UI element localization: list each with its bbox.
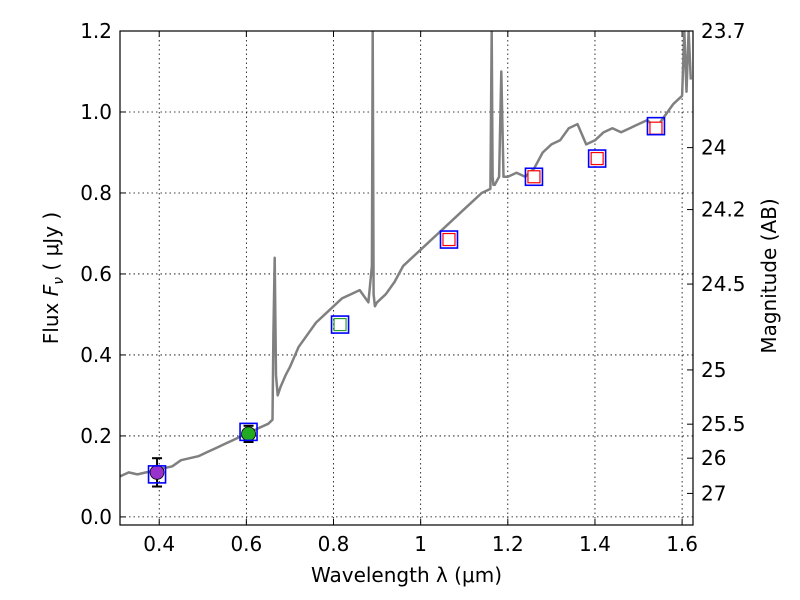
photometry-point [149,464,165,480]
ticks: 0.4 0.6 0.8 1 1.2 1.4 1.6 0.0 0.2 0.4 0.6 0.8 1.0 1.2… [80,19,745,556]
y-tick-label: 0.0 [80,505,112,529]
magnitude-tick-label: 26 [701,446,726,470]
magnitude-tick-label: 25.5 [701,412,746,436]
grid [120,30,693,525]
magnitude-tick-label: 25 [701,358,726,382]
y-axis-label-prefix: Flux [39,296,63,344]
model-flux-box [587,149,607,168]
model-flux-box [524,167,544,187]
y-axis-label: Flux Fν ( μJy ) [39,212,67,344]
model-flux-box [147,465,167,484]
x-tick-label: 0.6 [230,532,262,556]
photometry-point [442,232,456,247]
y-axis-label-symbol: F [39,284,63,296]
magnitude-axis-label: Magnitude (AB) [757,198,781,353]
model-flux-box [646,116,666,136]
photometry-point [649,121,663,135]
y-tick-label: 0.2 [80,424,112,448]
y-tick-label: 1.0 [80,100,112,124]
photometry-layer [147,116,666,488]
y-axis-label-units: ( μJy ) [39,212,63,277]
photometry-point [527,170,541,184]
photometry-point [333,317,347,332]
photometry-point [590,151,604,166]
magnitude-tick-label: 24.2 [701,198,746,222]
x-tick-label: 0.4 [143,532,175,556]
y-tick-label: 0.4 [80,343,112,367]
spectrum-line [120,31,693,478]
model-flux-box [239,422,258,442]
x-tick-label: 1.2 [492,532,524,556]
y-tick-label: 0.6 [80,262,112,286]
y-tick-label: 1.2 [80,19,112,43]
spectrum-layer [120,31,693,478]
photometry-point [241,426,256,442]
model-flux-box [439,230,459,249]
magnitude-tick-label: 23.7 [701,19,746,43]
magnitude-tick-label: 24.5 [701,272,746,296]
y-tick-label: 0.8 [80,181,112,205]
model-flux-box [330,315,350,334]
plot-frame [119,30,694,526]
x-tick-label: 1.6 [666,532,698,556]
x-tick-label: 0.8 [318,532,350,556]
magnitude-tick-label: 27 [701,481,726,505]
magnitude-tick-label: 24 [701,136,726,160]
x-tick-label: 1.4 [579,532,611,556]
y-axis-label-subscript: ν [51,277,67,285]
x-axis-label: Wavelength λ (μm) [311,563,502,587]
x-tick-label: 1 [414,532,427,556]
